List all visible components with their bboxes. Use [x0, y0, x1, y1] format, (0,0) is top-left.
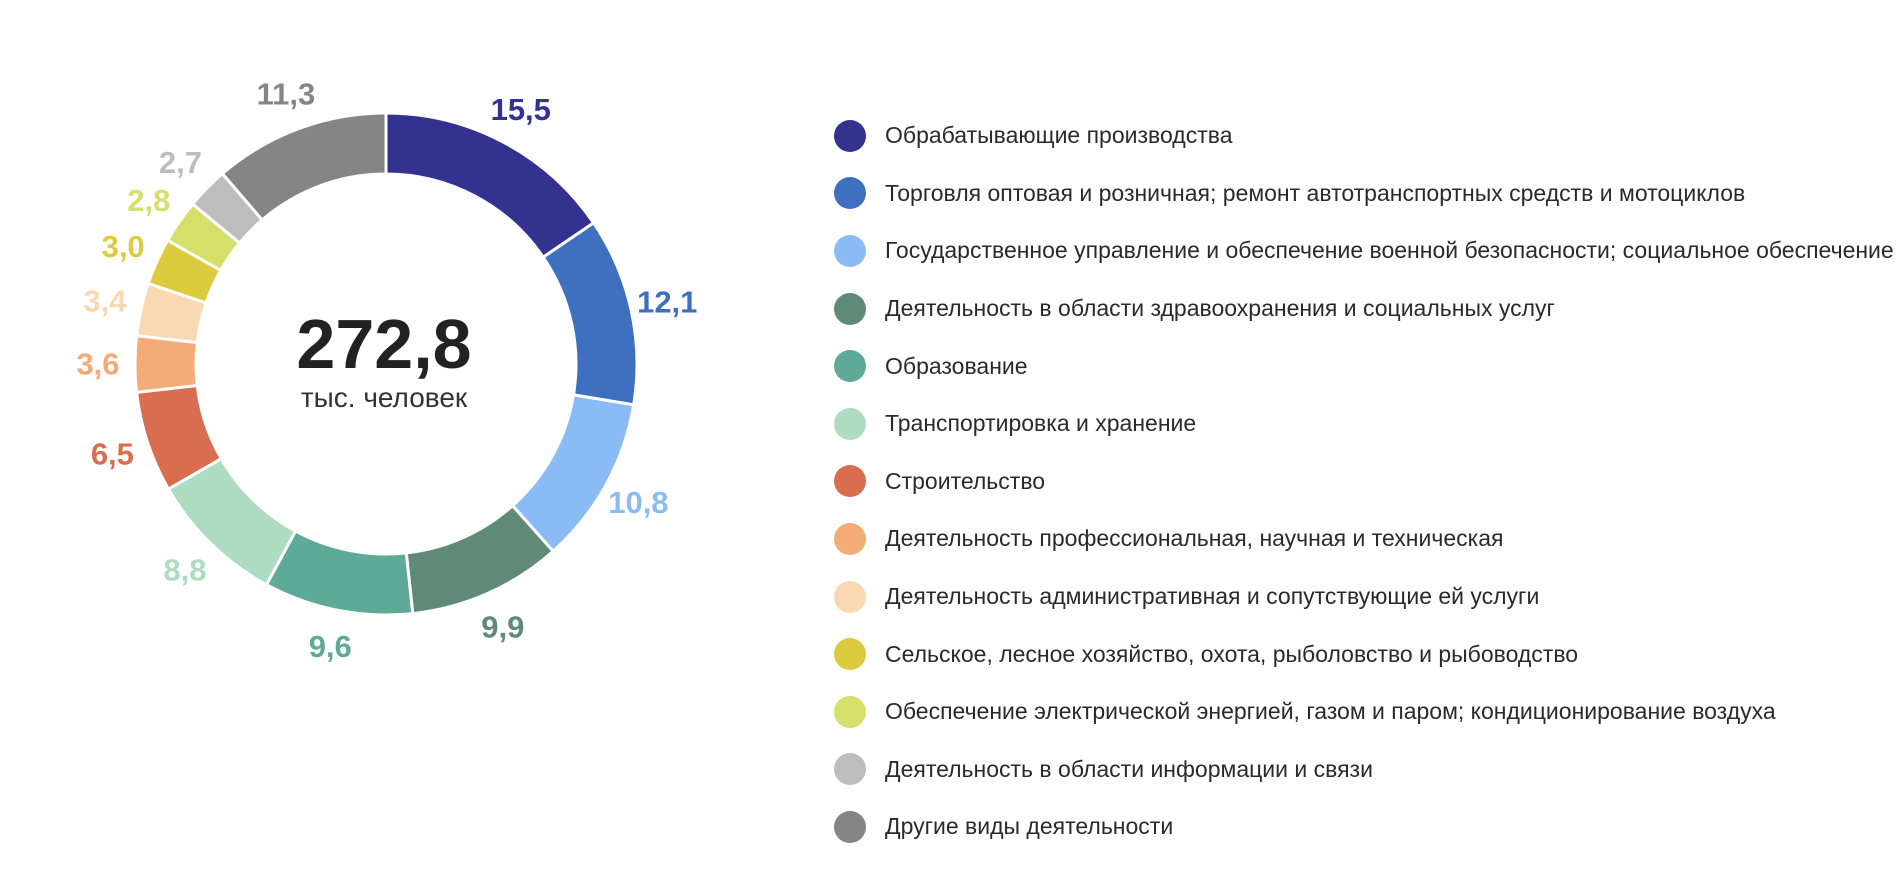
- legend-swatch: [834, 234, 866, 267]
- legend-item: Транспортировка и хранение: [834, 395, 1894, 453]
- legend-label: Государственное управление и обеспечение…: [885, 237, 1894, 264]
- legend: Обрабатывающие производства Торговля опто…: [834, 107, 1894, 856]
- legend-item: Сельское, лесное хозяйство, охота, рыбол…: [834, 625, 1894, 683]
- slice-value-label: 3,6: [76, 347, 119, 382]
- legend-item: Строительство: [834, 453, 1894, 511]
- legend-label: Строительство: [885, 467, 1046, 494]
- slice-value-label: 6,5: [91, 436, 134, 471]
- legend-label: Другие виды деятельности: [885, 813, 1174, 840]
- donut-slice: [133, 334, 199, 394]
- donut-slice: [541, 220, 639, 407]
- legend-swatch: [834, 522, 866, 555]
- donut-slice: [220, 111, 388, 223]
- slice-value-label: 10,8: [608, 485, 668, 520]
- total-value: 272,8: [296, 305, 471, 383]
- legend-item: Обрабатывающие производства: [834, 107, 1894, 165]
- legend-label: Деятельность в области здравоохранения и…: [885, 295, 1555, 322]
- slice-value-label: 11,3: [257, 76, 316, 111]
- legend-swatch: [834, 350, 866, 383]
- legend-item: Обеспечение электрической энергией, газо…: [834, 683, 1894, 741]
- legend-item: Государственное управление и обеспечение…: [834, 222, 1894, 280]
- slice-value-label: 12,1: [637, 285, 697, 320]
- legend-label: Транспортировка и хранение: [885, 410, 1197, 437]
- legend-swatch: [834, 407, 866, 440]
- legend-item: Деятельность профессиональная, научная и…: [834, 510, 1894, 568]
- legend-item: Образование: [834, 337, 1894, 395]
- legend-swatch: [834, 695, 866, 728]
- legend-swatch: [834, 753, 866, 786]
- slice-value-label: 9,6: [309, 629, 352, 664]
- slice-value-labels: 15,5 12,1 10,8 9,9 9,6 8,8 6,5 3,6 3,4 3,0 2,82,7 1…: [76, 76, 697, 664]
- legend-item: Деятельность в области здравоохранения и…: [834, 280, 1894, 338]
- legend-item: Другие виды деятельности: [834, 798, 1894, 856]
- donut-slice: [384, 111, 596, 260]
- legend-label: Обрабатывающие производства: [885, 122, 1233, 149]
- slice-value-label: 2,8: [127, 183, 170, 218]
- slice-value-label: 2,7: [159, 145, 202, 180]
- legend-swatch: [834, 580, 866, 613]
- legend-label: Торговля оптовая и розничная; ремонт авт…: [885, 179, 1746, 206]
- slice-value-label: 15,5: [491, 92, 551, 127]
- legend-item: Деятельность административная и сопутств…: [834, 568, 1894, 626]
- legend-item: Торговля оптовая и розничная; ремонт авт…: [834, 165, 1894, 223]
- slice-value-label: 3,4: [83, 284, 127, 319]
- slice-value-label: 9,9: [481, 610, 524, 645]
- slice-value-label: 8,8: [163, 553, 206, 588]
- legend-label: Обеспечение электрической энергией, газо…: [885, 698, 1776, 725]
- legend-swatch: [834, 177, 866, 210]
- legend-label: Деятельность в области информации и связ…: [885, 755, 1373, 782]
- legend-swatch: [834, 465, 866, 498]
- total-unit: тыс. человек: [301, 382, 468, 413]
- legend-label: Деятельность административная и сопутств…: [885, 583, 1540, 610]
- legend-swatch: [834, 292, 866, 325]
- legend-label: Сельское, лесное хозяйство, охота, рыбол…: [885, 640, 1579, 667]
- legend-swatch: [834, 638, 866, 671]
- legend-swatch: [834, 810, 866, 843]
- slice-value-label: 3,0: [102, 229, 145, 264]
- legend-label: Деятельность профессиональная, научная и…: [885, 525, 1504, 552]
- legend-label: Образование: [885, 352, 1028, 379]
- legend-swatch: [834, 119, 866, 152]
- donut-slices: [133, 111, 639, 617]
- legend-item: Деятельность в области информации и связ…: [834, 741, 1894, 799]
